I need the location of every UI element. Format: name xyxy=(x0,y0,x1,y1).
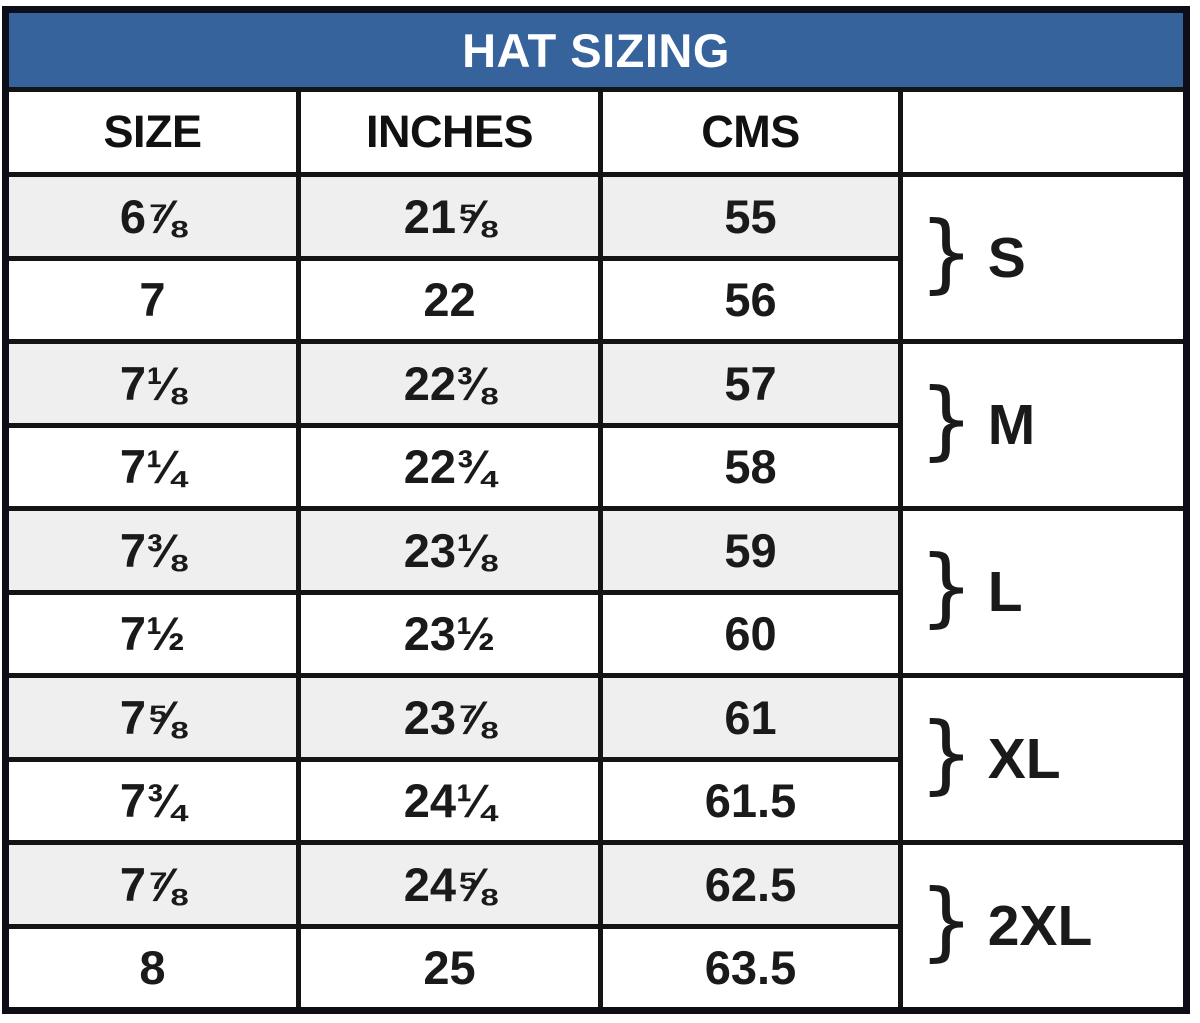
brace-glyph: } xyxy=(919,370,974,471)
brace-glyph: } xyxy=(919,704,974,805)
table-cell-size: 6⅞ xyxy=(9,177,296,256)
table-cell-inches: 24⅝ xyxy=(301,845,598,924)
table-cell-cms: 61.5 xyxy=(603,761,898,840)
table-cell-inches: 23½ xyxy=(301,594,598,673)
table-cell-cms: 58 xyxy=(603,427,898,506)
size-group-m: } M xyxy=(903,344,1183,506)
table-cell-cms: 60 xyxy=(603,594,898,673)
column-header-size: SIZE xyxy=(9,92,296,172)
table-cell-size: 7⅝ xyxy=(9,678,296,757)
brace-glyph: } xyxy=(919,203,974,304)
column-header-inches: INCHES xyxy=(301,92,598,172)
size-group-l: } L xyxy=(903,511,1183,673)
size-group-label: S xyxy=(987,226,1026,290)
size-group-xl: } XL xyxy=(903,678,1183,840)
table-cell-cms: 59 xyxy=(603,511,898,590)
hat-sizing-table: HAT SIZING SIZE INCHES CMS 6⅞ 21⅝ 55 } S… xyxy=(2,6,1190,1014)
table-cell-inches: 23⅛ xyxy=(301,511,598,590)
table-cell-inches: 23⅞ xyxy=(301,678,598,757)
table-cell-inches: 21⅝ xyxy=(301,177,598,256)
table-cell-size: 8 xyxy=(9,928,296,1007)
table-cell-cms: 56 xyxy=(603,260,898,339)
table-cell-cms: 57 xyxy=(603,344,898,423)
table-cell-size: 7 xyxy=(9,260,296,339)
table-title: HAT SIZING xyxy=(9,13,1183,87)
table-cell-size: 7⅜ xyxy=(9,511,296,590)
table-cell-size: 7¾ xyxy=(9,761,296,840)
size-group-2xl: } 2XL xyxy=(903,845,1183,1007)
table-grid: HAT SIZING SIZE INCHES CMS 6⅞ 21⅝ 55 } S… xyxy=(9,13,1183,1007)
table-cell-inches: 22 xyxy=(301,260,598,339)
size-group-label: L xyxy=(987,560,1023,624)
table-cell-inches: 24¼ xyxy=(301,761,598,840)
table-cell-size: 7½ xyxy=(9,594,296,673)
table-cell-cms: 62.5 xyxy=(603,845,898,924)
size-group-label: 2XL xyxy=(987,894,1093,958)
column-header-group-empty xyxy=(903,92,1183,172)
table-cell-inches: 22¾ xyxy=(301,427,598,506)
table-cell-cms: 63.5 xyxy=(603,928,898,1007)
table-cell-cms: 55 xyxy=(603,177,898,256)
size-group-label: M xyxy=(987,393,1036,457)
size-group-label: XL xyxy=(987,727,1061,791)
size-group-s: } S xyxy=(903,177,1183,339)
table-cell-size: 7⅞ xyxy=(9,845,296,924)
brace-glyph: } xyxy=(919,537,974,638)
brace-glyph: } xyxy=(919,871,974,972)
table-cell-inches: 25 xyxy=(301,928,598,1007)
table-cell-size: 7¼ xyxy=(9,427,296,506)
table-cell-cms: 61 xyxy=(603,678,898,757)
column-header-cms: CMS xyxy=(603,92,898,172)
table-cell-size: 7⅛ xyxy=(9,344,296,423)
table-cell-inches: 22⅜ xyxy=(301,344,598,423)
